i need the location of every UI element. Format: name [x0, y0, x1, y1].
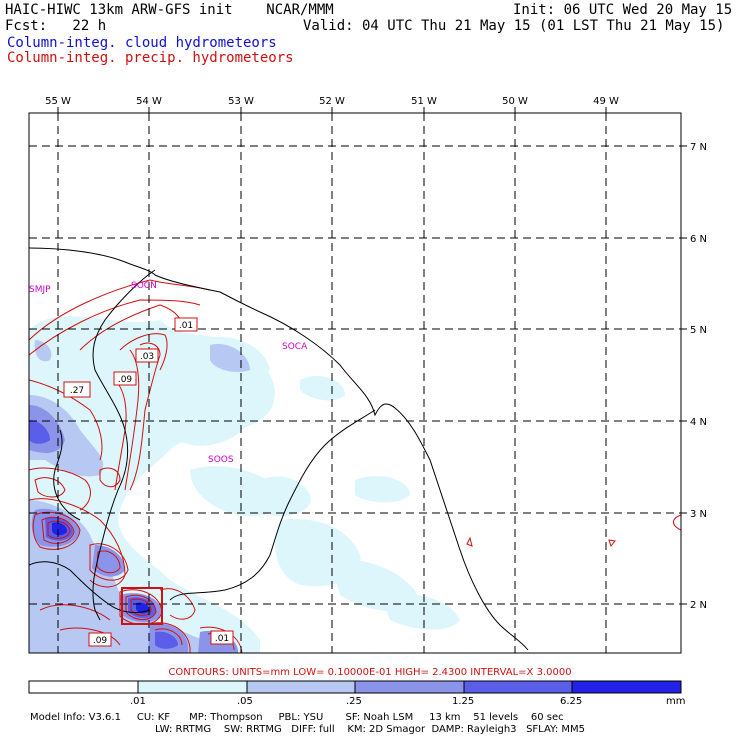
lon-label: 55 W — [45, 96, 71, 107]
colorbar-bin — [463, 680, 573, 694]
model-info-line2: LW: RRTMG SW: RRTMG DIFF: full KM: 2D Sm… — [155, 724, 585, 735]
colorbar — [28, 680, 682, 694]
station-label: SMJP — [29, 285, 51, 295]
lat-label: 7 N — [690, 142, 707, 153]
coastlines-borders — [29, 247, 529, 651]
init-time: Init: 06 UTC Wed 20 May 15 — [513, 2, 733, 18]
lon-label: 51 W — [411, 96, 437, 107]
lat-label: 6 N — [690, 234, 707, 245]
lat-label: 2 N — [690, 600, 707, 611]
contour-label: .09 — [118, 375, 133, 385]
colorbar-tick-label: 1.25 — [452, 696, 475, 707]
graticule — [29, 113, 681, 653]
latitude-labels: 7 N 6 N 5 N 4 N 3 N 2 N — [690, 142, 707, 611]
max-cell-marker — [121, 587, 163, 625]
lat-label: 3 N — [690, 509, 707, 520]
station-label: SOOS — [208, 455, 234, 465]
colorbar-bin — [28, 680, 139, 694]
forecast-hour: Fcst: 22 h — [5, 18, 107, 34]
product-title: HAIC-HIWC 13km ARW-GFS init NCAR/MMM — [5, 2, 334, 18]
colorbar-bin — [354, 680, 465, 694]
station-label: SOCN — [131, 281, 157, 291]
colorbar-bin — [246, 680, 356, 694]
field-name-cloud: Column-integ. cloud hydrometeors — [7, 35, 277, 51]
contour-label: .27 — [70, 386, 84, 396]
lon-label: 49 W — [593, 96, 619, 107]
contour-info: CONTOURS: UNITS=mm LOW= 0.10000E-01 HIGH… — [168, 667, 572, 678]
contour-label: .09 — [93, 636, 108, 646]
colorbar-tick-label: 6.25 — [560, 696, 583, 707]
contour-label: .01 — [179, 321, 193, 331]
lat-label: 4 N — [690, 417, 707, 428]
colorbar-tick-label: .01 — [130, 696, 146, 707]
lat-label: 5 N — [690, 325, 707, 336]
map-frame — [28, 112, 682, 654]
field-name-precip: Column-integ. precip. hydrometeors — [7, 50, 294, 66]
station-label: SOCA — [282, 342, 308, 352]
model-info-line1: Model Info: V3.6.1 CU: KF MP: Thompson P… — [30, 712, 564, 723]
colorbar-tick-label: .25 — [346, 696, 362, 707]
contour-label: .01 — [215, 634, 229, 644]
contour-labels: .01 .03 .09 .27 .09 .01 — [63, 317, 234, 647]
colorbar-units: mm — [666, 696, 686, 707]
frame-ticks — [57, 107, 687, 605]
lon-label: 53 W — [228, 96, 254, 107]
lon-label: 52 W — [319, 96, 345, 107]
valid-time: Valid: 04 UTC Thu 21 May 15 (01 LST Thu … — [303, 18, 725, 34]
colorbar-bin — [571, 680, 682, 694]
lon-label: 50 W — [502, 96, 528, 107]
longitude-labels: 55 W 54 W 53 W 52 W 51 W 50 W 49 W — [45, 96, 619, 107]
contour-label: .03 — [140, 352, 154, 362]
colorbar-bin — [137, 680, 248, 694]
lon-label: 54 W — [136, 96, 162, 107]
colorbar-tick-label: .05 — [237, 696, 253, 707]
